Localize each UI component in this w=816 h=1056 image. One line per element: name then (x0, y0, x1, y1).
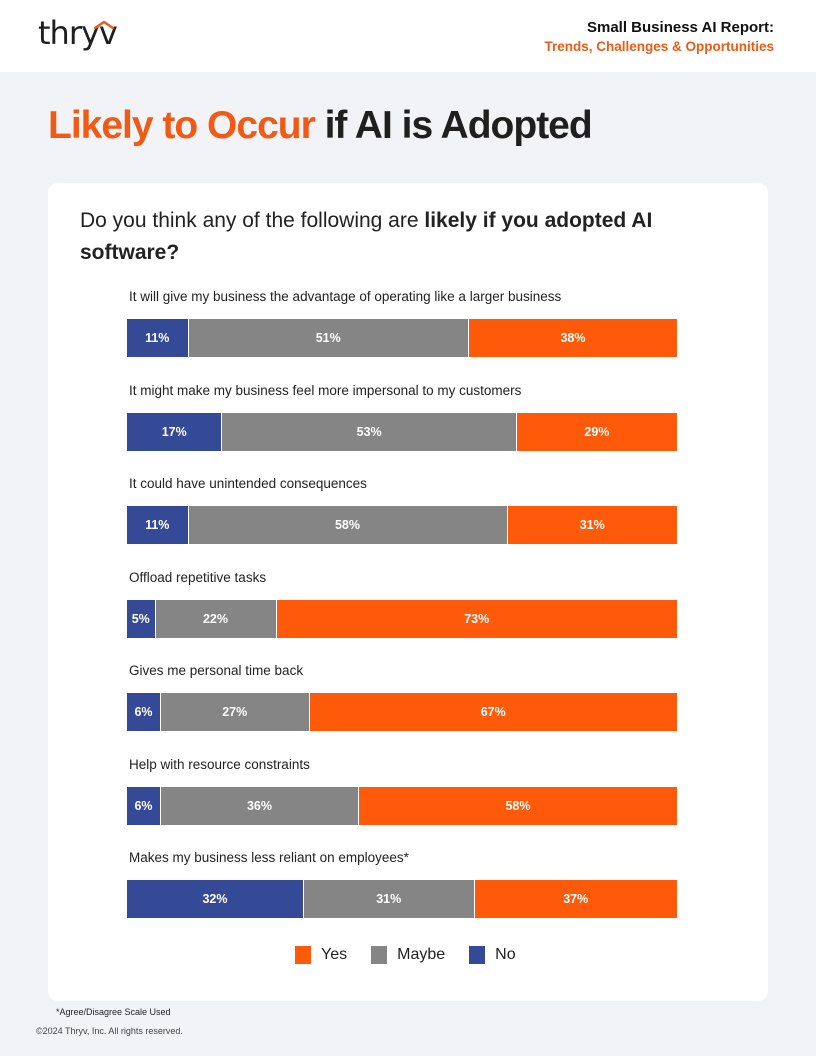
bar-segment-maybe: 31% (303, 880, 474, 918)
bar-segment-yes: 31% (506, 506, 677, 544)
page-heading: Likely to Occur if AI is Adopted (48, 104, 593, 148)
stacked-bar-chart: It will give my business the advantage o… (48, 183, 768, 1001)
legend-swatch-no (469, 946, 486, 964)
stacked-bar: 17% 53% 29% (127, 413, 677, 451)
page-heading-rest: if AI is Adopted (314, 104, 593, 147)
bar-segment-no: 17% (127, 413, 222, 451)
stacked-bar: 5% 22% 73% (127, 600, 677, 638)
category-label: Offload repetitive tasks (129, 570, 267, 585)
bar-segment-no: 11% (127, 506, 188, 544)
bar-segment-maybe: 51% (187, 319, 468, 357)
bar-segment-yes: 73% (275, 600, 677, 638)
bar-segment-maybe: 22% (154, 600, 276, 638)
bar-segment-no: 32% (127, 880, 303, 918)
report-title-line1: Small Business AI Report: (587, 19, 774, 36)
bar-segment-maybe: 27% (160, 693, 309, 731)
legend-item-maybe: Maybe (371, 946, 445, 964)
category-label: Makes my business less reliant on employ… (129, 850, 409, 865)
stacked-bar: 6% 27% 67% (127, 693, 677, 731)
survey-question-text: Do you think any of the following are (80, 209, 425, 232)
bar-segment-no: 6% (127, 693, 160, 731)
category-label: It might make my business feel more impe… (129, 383, 522, 398)
legend-label-yes: Yes (321, 946, 348, 963)
bar-segment-maybe: 53% (221, 413, 516, 451)
bar-segment-yes: 29% (515, 413, 677, 451)
legend-swatch-yes (295, 946, 311, 964)
bar-segment-yes: 37% (473, 880, 677, 918)
bar-segment-no: 5% (127, 600, 155, 638)
survey-question: Do you think any of the following are li… (80, 205, 680, 269)
survey-question-bold: likely if you adopted AI software? (80, 209, 653, 264)
copyright: ©2024 Thryv, Inc. All rights reserved. (36, 1026, 183, 1036)
report-title-line2: Trends, Challenges & Opportunities (544, 39, 774, 54)
category-label: It could have unintended consequences (129, 476, 367, 491)
bar-segment-yes: 67% (308, 693, 677, 731)
bar-segment-maybe: 36% (160, 787, 358, 825)
stacked-bar: 11% 51% 38% (127, 319, 677, 357)
stacked-bar: 32% 31% 37% (127, 880, 677, 918)
chart-card: Do you think any of the following are li… (48, 183, 768, 1001)
legend-item-no: No (469, 946, 516, 964)
page-heading-highlight: Likely to Occur (48, 104, 316, 147)
legend-item-yes: Yes (295, 946, 347, 964)
chart-legend: Yes Maybe No (295, 946, 540, 964)
logo-chevron-icon (93, 20, 115, 30)
category-label: Help with resource constraints (129, 757, 310, 772)
stacked-bar: 6% 36% 58% (127, 787, 677, 825)
stacked-bar: 11% 58% 31% (127, 506, 677, 544)
category-label: Gives me personal time back (129, 663, 304, 678)
footnote: *Agree/Disagree Scale Used (56, 1007, 171, 1017)
bar-segment-yes: 58% (358, 787, 677, 825)
bar-segment-maybe: 58% (187, 506, 507, 544)
header: thryv Small Business AI Report: Trends, … (0, 0, 816, 72)
bar-segment-no: 11% (127, 319, 188, 357)
legend-label-no: No (495, 946, 516, 963)
bar-segment-yes: 38% (468, 319, 677, 357)
bar-segment-no: 6% (127, 787, 160, 825)
thryv-logo: thryv (38, 14, 118, 52)
legend-swatch-maybe (371, 946, 388, 964)
legend-label-maybe: Maybe (397, 946, 446, 963)
report-title: Small Business AI Report: Trends, Challe… (544, 18, 774, 56)
category-label: It will give my business the advantage o… (129, 289, 562, 304)
